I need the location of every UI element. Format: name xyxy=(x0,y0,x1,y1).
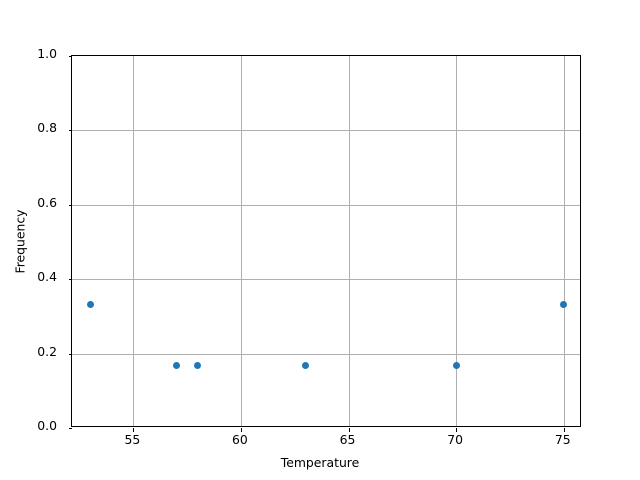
scatter-series xyxy=(72,56,580,426)
y-axis-label: Frequency xyxy=(12,209,28,274)
scatter-point xyxy=(194,362,202,370)
x-tick-mark xyxy=(456,428,458,432)
x-tick-label: 55 xyxy=(124,432,141,447)
gridline-vertical xyxy=(563,56,565,426)
y-tick-mark xyxy=(68,279,72,281)
gridlines xyxy=(72,56,580,426)
x-tick-mark xyxy=(240,428,242,432)
x-axis-label: Temperature xyxy=(280,455,360,470)
x-tick-mark xyxy=(133,428,135,432)
x-tick-mark xyxy=(563,428,565,432)
scatter-point xyxy=(172,362,180,370)
scatter-point xyxy=(301,362,310,370)
gridline-vertical xyxy=(133,56,135,426)
plot-axes xyxy=(68,55,581,432)
y-tick-mark xyxy=(68,353,72,355)
y-tick-label: 0.0 xyxy=(37,418,57,433)
y-axis-label-container: Frequency xyxy=(0,0,40,480)
x-tick-label: 75 xyxy=(554,432,571,447)
x-tick-label: 70 xyxy=(447,432,463,447)
x-tick-label: 60 xyxy=(232,432,248,447)
scatter-point xyxy=(452,362,460,370)
y-tick-label: 0.2 xyxy=(37,343,57,359)
y-tick-mark xyxy=(68,428,72,430)
x-tick-label: 65 xyxy=(339,432,356,447)
y-tick-mark xyxy=(68,204,72,206)
y-tick-label: 0.8 xyxy=(37,120,57,136)
gridline-horizontal xyxy=(72,279,580,281)
y-tick-mark xyxy=(68,56,72,58)
gridline-vertical xyxy=(456,56,458,426)
gridline-horizontal xyxy=(72,204,580,206)
gridline-vertical xyxy=(240,56,242,426)
gridline-horizontal xyxy=(72,353,580,355)
scatter-point xyxy=(86,300,94,308)
gridline-vertical xyxy=(348,56,350,426)
y-tick-label: 0.6 xyxy=(37,194,57,210)
scatter-point xyxy=(560,300,568,308)
y-tick-mark xyxy=(68,130,72,132)
y-tick-label: 1.0 xyxy=(37,46,57,61)
gridline-horizontal xyxy=(72,130,580,132)
x-tick-mark xyxy=(348,428,350,432)
y-tick-label: 0.4 xyxy=(37,269,57,285)
